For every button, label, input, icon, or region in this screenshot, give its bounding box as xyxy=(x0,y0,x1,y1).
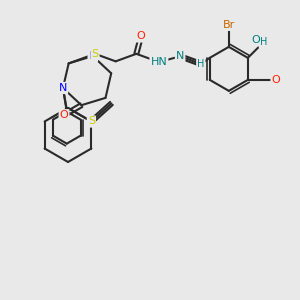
Text: N: N xyxy=(59,83,67,93)
Text: O: O xyxy=(272,75,280,85)
Text: Br: Br xyxy=(223,20,235,30)
Text: O: O xyxy=(136,32,146,41)
Text: H: H xyxy=(260,37,267,47)
Text: O: O xyxy=(251,35,260,45)
Text: S: S xyxy=(92,49,98,59)
Text: N: N xyxy=(88,51,97,61)
Text: HN: HN xyxy=(151,57,167,67)
Text: O: O xyxy=(60,110,68,120)
Text: N: N xyxy=(176,51,184,61)
Text: H: H xyxy=(197,59,205,69)
Text: S: S xyxy=(88,116,95,127)
